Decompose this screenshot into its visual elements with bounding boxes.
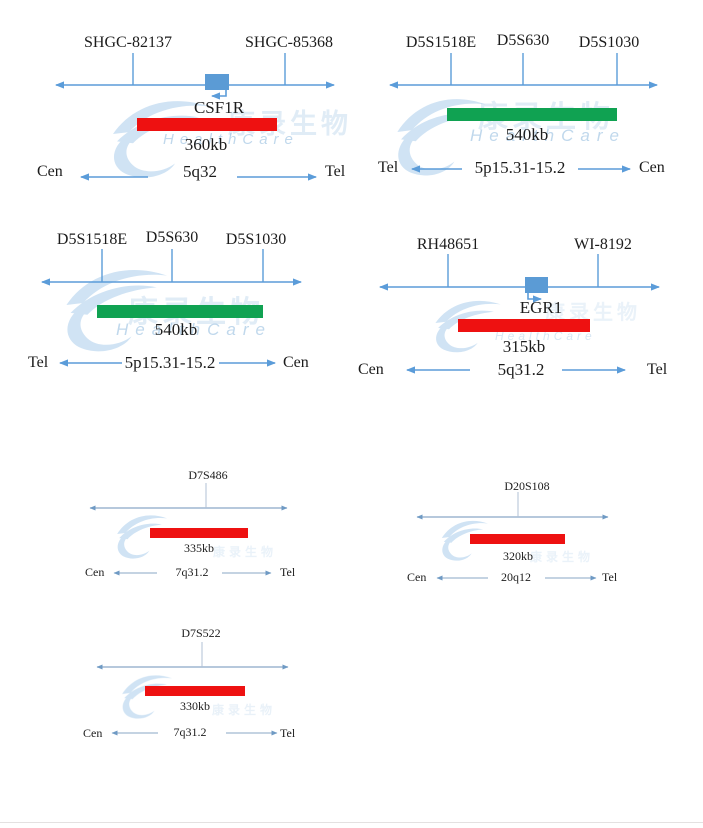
marker-label: D5S1518E xyxy=(405,34,477,51)
probe-bar-5p15-top xyxy=(447,108,617,121)
marker-label: D5S630 xyxy=(496,32,550,49)
locus-label: 5q31.2 xyxy=(497,360,545,379)
gene-box xyxy=(205,74,229,90)
probe-size-label: 540kb xyxy=(154,320,198,339)
marker-label: WI-8192 xyxy=(574,236,632,253)
locus-label: 7q31.2 xyxy=(175,565,209,579)
tel-label: Tel xyxy=(280,565,296,579)
watermark-en-text: HealthCare xyxy=(163,131,299,148)
healthcare-logo-icon xyxy=(122,675,173,719)
probe-bar-5p15-mid xyxy=(97,305,263,318)
watermark-cn-text: 康录生物 xyxy=(213,545,278,559)
marker-label: D5S1030 xyxy=(225,231,287,248)
cen-label: Cen xyxy=(639,159,665,176)
probe-size-label: 540kb xyxy=(505,125,549,144)
gene-orientation-arrow xyxy=(211,89,227,100)
tel-label: Tel xyxy=(325,163,346,180)
gene-box xyxy=(525,277,548,293)
tel-label: Tel xyxy=(647,361,668,378)
tel-label: Tel xyxy=(280,726,296,740)
watermark-cn-text: 康录生物 xyxy=(530,550,595,564)
marker-label: D7S486 xyxy=(188,468,228,482)
bottom-divider xyxy=(0,822,703,823)
marker-label: D5S1518E xyxy=(56,231,128,248)
probe-size-label: 335kb xyxy=(184,541,214,555)
probe-bar-egr1 xyxy=(458,319,590,332)
gene-label: CSF1R xyxy=(193,98,245,117)
cen-label: Cen xyxy=(283,354,309,371)
watermark-cn-text: 康录生物 xyxy=(212,703,277,717)
marker-label: D5S630 xyxy=(145,229,199,246)
tel-label: Tel xyxy=(602,570,618,584)
marker-label: RH48651 xyxy=(416,236,480,253)
locus-label: 5p15.31-15.2 xyxy=(474,158,566,177)
cen-label: Cen xyxy=(37,163,63,180)
probe-size-label: 360kb xyxy=(184,135,228,154)
marker-label: SHGC-82137 xyxy=(83,34,173,51)
probe-bar-d7s486 xyxy=(150,528,248,538)
cen-label: Cen xyxy=(407,570,427,584)
probe-bar-d20s108 xyxy=(470,534,565,544)
marker-label: D7S522 xyxy=(181,626,221,640)
probe-size-label: 315kb xyxy=(502,337,546,356)
locus-label: 5q32 xyxy=(183,162,217,181)
probe-bar-csf1r xyxy=(137,118,277,131)
locus-label: 20q12 xyxy=(501,570,531,584)
tel-label: Tel xyxy=(378,159,399,176)
marker-label: D20S108 xyxy=(504,479,550,493)
cen-label: Cen xyxy=(358,361,384,378)
locus-label: 5p15.31-15.2 xyxy=(124,353,216,372)
marker-label: D5S1030 xyxy=(578,34,640,51)
cen-label: Cen xyxy=(83,726,103,740)
locus-label: 7q31.2 xyxy=(173,725,207,739)
cen-label: Cen xyxy=(85,565,105,579)
marker-label: SHGC-85368 xyxy=(244,34,334,51)
gene-label: EGR1 xyxy=(519,298,563,317)
tel-label: Tel xyxy=(28,354,49,371)
probe-size-label: 320kb xyxy=(503,549,533,563)
probe-bar-d7s522 xyxy=(145,686,245,696)
probe-size-label: 330kb xyxy=(180,699,210,713)
